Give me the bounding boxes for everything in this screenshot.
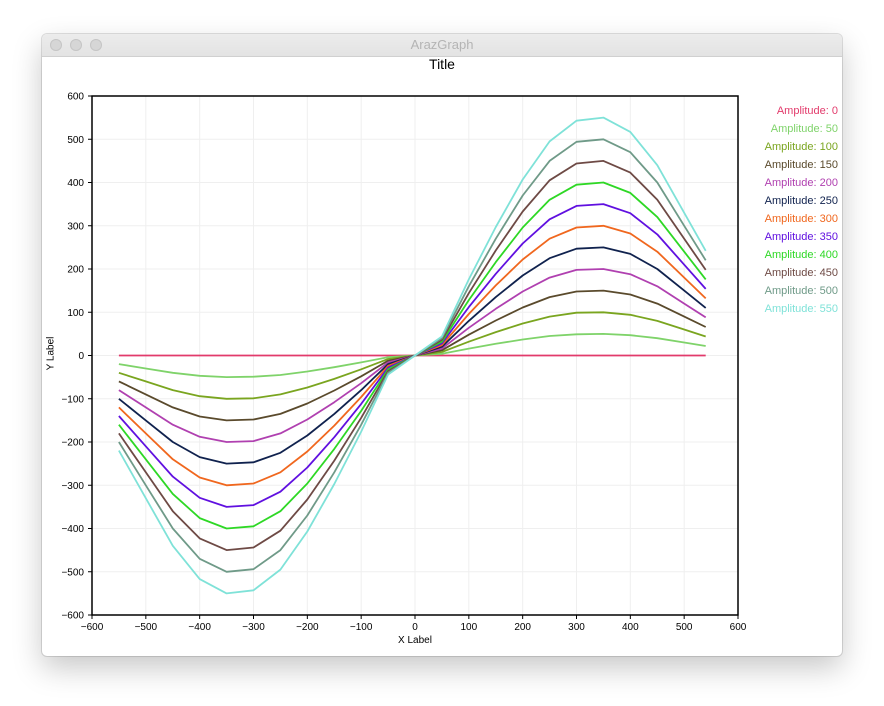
y-tick-label: −200 bbox=[61, 438, 84, 449]
legend-item: Amplitude: 350 bbox=[764, 231, 838, 243]
y-tick-label: 0 bbox=[78, 351, 84, 362]
legend-item: Amplitude: 300 bbox=[764, 213, 838, 225]
series-line bbox=[118, 116, 707, 595]
legend-item: Amplitude: 200 bbox=[764, 177, 838, 189]
y-tick-label: 100 bbox=[67, 308, 84, 319]
y-tick-label: −400 bbox=[61, 524, 84, 535]
legend-item: Amplitude: 100 bbox=[764, 141, 838, 153]
y-tick-label: 300 bbox=[67, 221, 84, 232]
close-button[interactable] bbox=[50, 39, 62, 51]
legend-item: Amplitude: 550 bbox=[764, 303, 838, 315]
x-tick-label: 200 bbox=[514, 622, 531, 633]
x-tick-label: −400 bbox=[188, 622, 211, 633]
legend-item: Amplitude: 500 bbox=[764, 285, 838, 297]
y-tick-label: 500 bbox=[67, 135, 84, 146]
x-tick-label: −100 bbox=[350, 622, 373, 633]
x-tick-label: 100 bbox=[460, 622, 477, 633]
y-tick-label: −600 bbox=[61, 611, 84, 622]
y-tick-label: −300 bbox=[61, 481, 84, 492]
title-bar[interactable]: ArazGraph bbox=[42, 34, 842, 57]
x-tick-label: 400 bbox=[622, 622, 639, 633]
window-title: ArazGraph bbox=[410, 37, 474, 52]
legend-item: Amplitude: 150 bbox=[764, 159, 838, 171]
x-tick-label: 0 bbox=[412, 622, 418, 633]
app-window: ArazGraph Title −600 −500 −400 −300 −200 −100… bbox=[42, 34, 842, 656]
chart-title: Title bbox=[429, 56, 455, 72]
y-axis-title: Y Label bbox=[45, 336, 57, 371]
y-tick-label: 200 bbox=[67, 265, 84, 276]
x-tick-label: 600 bbox=[730, 622, 747, 633]
x-tick-label: −600 bbox=[81, 622, 104, 633]
chart-canvas: −600 −500 −400 −300 −200 −100 0 100 200 300 400 500… bbox=[61, 92, 747, 647]
legend-item: Amplitude: 0 bbox=[776, 105, 838, 117]
legend-item: Amplitude: 400 bbox=[764, 249, 838, 261]
zoom-button[interactable] bbox=[90, 39, 102, 51]
legend-item: Amplitude: 250 bbox=[764, 195, 838, 207]
legend-item: Amplitude: 50 bbox=[770, 123, 838, 135]
y-tick-label: 600 bbox=[67, 92, 84, 103]
x-tick-label: −200 bbox=[296, 622, 319, 633]
x-tick-label: 500 bbox=[676, 622, 693, 633]
x-tick-label: −300 bbox=[242, 622, 265, 633]
y-tick-label: 400 bbox=[67, 178, 84, 189]
x-tick-label: 300 bbox=[568, 622, 585, 633]
y-tick-label: −500 bbox=[61, 567, 84, 578]
x-axis-title: X Label bbox=[398, 635, 432, 646]
legend-item: Amplitude: 450 bbox=[764, 267, 838, 279]
y-tick-label: −100 bbox=[61, 394, 84, 405]
minimize-button[interactable] bbox=[70, 39, 82, 51]
legend: Amplitude: 0 Amplitude: 50 Amplitude: 100 A… bbox=[728, 102, 838, 318]
x-tick-label: −500 bbox=[135, 622, 158, 633]
